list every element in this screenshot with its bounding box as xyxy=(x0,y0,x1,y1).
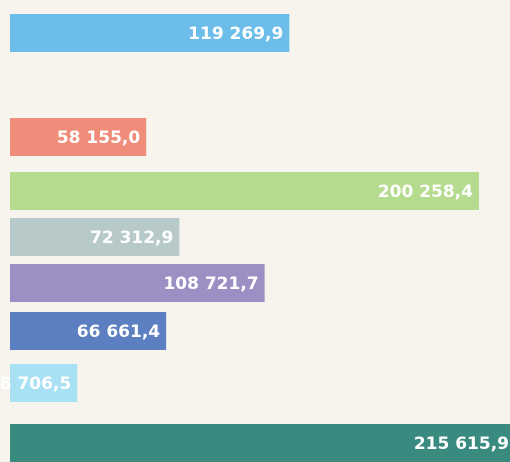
value-label: 72 312,9 xyxy=(90,228,173,248)
value-label: 66 661,4 xyxy=(77,322,161,342)
value-label: 108 721,7 xyxy=(163,274,258,294)
bar xyxy=(10,218,180,256)
bar xyxy=(10,118,147,156)
bar xyxy=(10,312,167,350)
bar xyxy=(10,172,480,210)
bar xyxy=(10,424,510,462)
value-label: 28 706,5 xyxy=(0,374,71,394)
value-label: 119 269,9 xyxy=(188,24,283,44)
bar xyxy=(10,14,290,52)
value-label: 58 155,0 xyxy=(57,128,141,148)
bar xyxy=(10,264,265,302)
bar xyxy=(10,364,78,402)
value-label: 200 258,4 xyxy=(378,182,473,202)
value-label: 215 615,9 xyxy=(414,434,509,454)
